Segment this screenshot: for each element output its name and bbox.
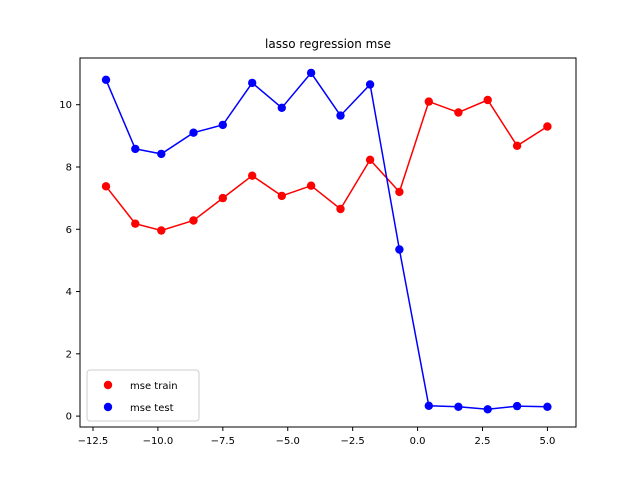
mse-test-point [189,128,198,137]
legend-marker-mse-train [103,380,113,390]
mse-train-point [512,141,522,150]
mse-test-point [277,103,286,113]
mse-test-point [218,120,227,130]
mse-test-point [512,401,522,411]
mse-test-point [543,402,552,411]
mse-train-point [336,204,345,214]
mse-test-point [248,78,257,88]
mse-test-point [131,144,140,154]
mse-test-point [395,245,404,254]
mse-test-line [105,71,548,411]
mse-train-point [306,181,316,190]
x-tick-label: 0.0 [410,436,426,447]
mse-train-line [105,99,548,232]
mse-test-point [306,68,316,78]
x-tick-label: −7.5 [211,436,235,447]
x-axis: −12.5 −10.0 −7.5 −5.0 −2.5 0.0 2.5 5.0 [78,427,555,447]
legend-marker-mse-test [103,402,113,412]
mse-train-point [395,187,404,197]
x-tick-label: −2.5 [341,436,365,447]
mse-train-point [483,95,492,105]
legend: mse train mse test [86,369,200,422]
y-tick-label: 10 [59,100,72,111]
mse-test-point [336,111,345,120]
y-tick-label: 0 [66,412,72,423]
legend-label-mse-test: mse test [130,403,174,414]
mse-train-point [189,216,198,225]
plot-frame [79,57,577,428]
mse-train-point [277,191,286,201]
legend-box [86,369,200,422]
x-tick-label: 2.5 [475,436,491,447]
y-tick-label: 4 [66,287,72,298]
y-tick-label: 6 [66,225,72,236]
y-tick-label: 2 [66,349,72,360]
y-tick-label: 8 [66,162,72,173]
y-axis: 0 2 4 6 8 10 [59,100,80,423]
mse-train-point [218,193,227,203]
legend-label-mse-train: mse train [130,381,178,392]
chart-title: lasso regression mse [265,37,391,51]
mse-test-point [157,149,166,159]
series-layer [101,68,552,414]
mse-test-point [365,80,375,89]
mse-train-point [424,97,433,106]
mse-train-point [454,108,463,117]
mse-train-point [365,155,375,164]
x-tick-label: 5.0 [539,436,555,447]
mse-train-point [543,122,552,131]
mse-test-point [454,402,463,411]
mse-test-point [101,75,111,85]
x-tick-label: −10.0 [143,436,174,447]
mse-train-point [248,171,257,180]
mse-train-point [157,226,166,235]
mse-train-point [131,219,140,228]
mse-test-point [483,405,492,414]
x-tick-label: −5.0 [276,436,300,447]
x-tick-label: −12.5 [78,436,109,447]
mse-test-point [424,401,433,410]
mse-train-point [101,182,111,191]
